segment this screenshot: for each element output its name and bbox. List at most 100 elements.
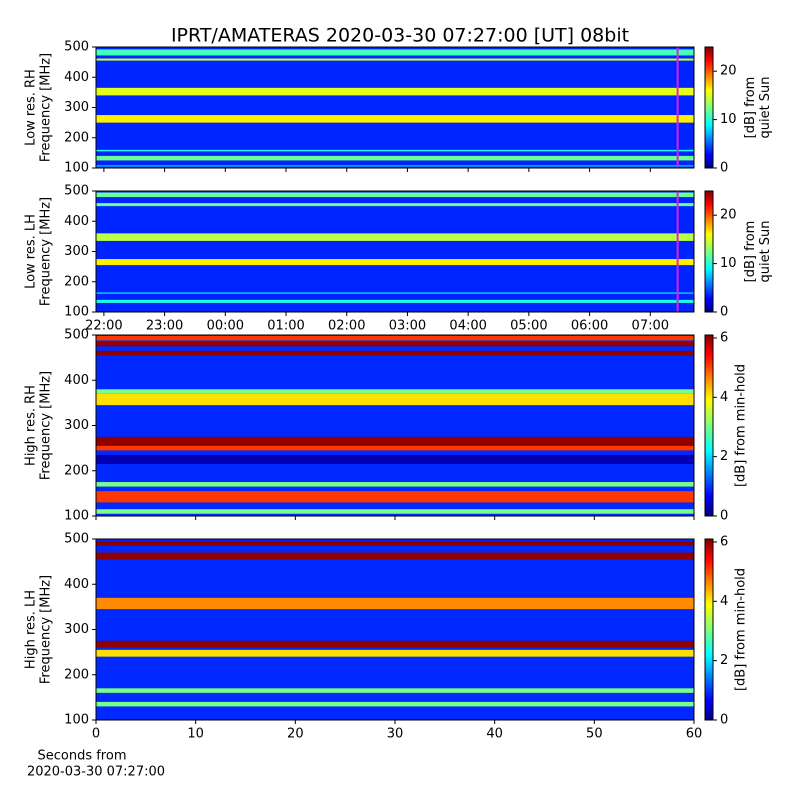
- x-tick-label: 07:00: [632, 319, 669, 334]
- heatmap-band: [96, 640, 694, 648]
- y-axis-label: Frequency [MHz]: [39, 53, 54, 162]
- x-axis-label: Seconds from: [37, 749, 126, 764]
- heatmap-background: [96, 191, 694, 312]
- heatmap-band: [96, 259, 694, 266]
- colorbar-tick-label: 0: [720, 713, 728, 728]
- y-tick-label: 200: [64, 667, 89, 682]
- colorbar-tick-label: 6: [720, 534, 728, 549]
- y-tick-label: 200: [64, 463, 89, 478]
- x-tick-label: 22:00: [85, 319, 122, 334]
- heatmap-band: [96, 389, 694, 394]
- y-axis-label: High res. RH: [24, 385, 39, 466]
- colorbar: [704, 46, 714, 169]
- x-tick-label: 20: [287, 727, 304, 742]
- colorbar-tick-label: 2: [720, 449, 728, 464]
- x-tick-label: 04:00: [449, 319, 486, 334]
- y-axis-label: Low res. RH: [24, 69, 39, 146]
- colorbar-tick-label: 4: [720, 594, 728, 609]
- heatmap-band: [96, 454, 694, 464]
- colorbar-tick-label: 10: [720, 256, 737, 271]
- heatmap-band: [96, 393, 694, 406]
- x-tick-label: 05:00: [510, 319, 547, 334]
- y-tick-label: 300: [64, 244, 89, 259]
- colorbar: [704, 190, 714, 313]
- heatmap-band: [96, 482, 694, 487]
- colorbar-tick-label: 6: [720, 330, 728, 345]
- colorbar-tick-label: 0: [720, 161, 728, 176]
- y-tick-label: 100: [64, 509, 89, 524]
- colorbar-label: [dB] from min-hold: [734, 568, 749, 691]
- y-tick-label: 500: [64, 40, 89, 55]
- heatmap-band: [96, 552, 694, 560]
- colorbar: [704, 334, 714, 517]
- y-tick-label: 400: [64, 214, 89, 229]
- y-tick-label: 300: [64, 100, 89, 115]
- heatmap-band: [96, 509, 694, 514]
- heatmap-band: [96, 192, 694, 198]
- colorbar: [704, 538, 714, 721]
- heatmap-band: [96, 155, 694, 161]
- heatmap-band: [96, 491, 694, 503]
- colorbar-label: [dB] from min-hold: [734, 364, 749, 487]
- heatmap-background: [96, 335, 694, 516]
- heatmap-band: [96, 87, 694, 96]
- x-tick-label: 40: [486, 727, 503, 742]
- heatmap-band: [96, 436, 694, 446]
- heatmap-band: [96, 115, 694, 123]
- x-tick-label: 02:00: [328, 319, 365, 334]
- y-axis-label: High res. LH: [24, 590, 39, 669]
- y-tick-label: 500: [64, 328, 89, 343]
- y-tick-label: 200: [64, 130, 89, 145]
- x-tick-label: 30: [387, 727, 404, 742]
- heatmap-band: [96, 292, 694, 294]
- x-tick-label: 00:00: [207, 319, 244, 334]
- y-tick-label: 100: [64, 713, 89, 728]
- y-tick-label: 200: [64, 274, 89, 289]
- y-tick-label: 100: [64, 161, 89, 176]
- colorbar-tick-label: 20: [720, 208, 737, 223]
- y-tick-label: 400: [64, 373, 89, 388]
- x-tick-label: 50: [586, 727, 603, 742]
- colorbar-label: [dB] from: [743, 77, 758, 139]
- colorbar-label: quiet Sun: [758, 220, 773, 282]
- heatmap-band: [96, 335, 694, 341]
- colorbar-tick-label: 4: [720, 390, 728, 405]
- heatmap-band: [96, 350, 694, 356]
- heatmap-band: [96, 49, 694, 56]
- y-axis-label: Frequency [MHz]: [39, 371, 54, 480]
- heatmap-band: [96, 203, 694, 207]
- y-tick-label: 300: [64, 418, 89, 433]
- y-axis-label: Low res. LH: [24, 214, 39, 289]
- y-tick-label: 400: [64, 577, 89, 592]
- heatmap-band: [96, 688, 694, 693]
- y-tick-label: 300: [64, 622, 89, 637]
- heatmap-band: [96, 445, 694, 451]
- heatmap-band: [96, 149, 694, 152]
- y-axis-label: Frequency [MHz]: [39, 197, 54, 306]
- heatmap-band: [96, 299, 694, 303]
- colorbar-tick-label: 10: [720, 112, 737, 127]
- x-tick-label: 60: [686, 727, 703, 742]
- x-tick-label: 23:00: [146, 319, 183, 334]
- x-tick-label: 01:00: [267, 319, 304, 334]
- y-axis-label: Frequency [MHz]: [39, 575, 54, 684]
- heatmap-band: [96, 597, 694, 610]
- colorbar-tick-label: 2: [720, 653, 728, 668]
- heatmap-band: [96, 701, 694, 707]
- y-tick-label: 500: [64, 184, 89, 199]
- colorbar-tick-label: 20: [720, 64, 737, 79]
- heatmap-band: [96, 649, 694, 657]
- colorbar-label: [dB] from: [743, 221, 758, 283]
- heatmap-band: [96, 58, 694, 61]
- x-tick-label: 06:00: [571, 319, 608, 334]
- y-tick-label: 500: [64, 532, 89, 547]
- heatmap-band: [96, 341, 694, 347]
- colorbar-label: quiet Sun: [758, 76, 773, 138]
- heatmap-band: [96, 164, 694, 167]
- chart-title: IPRT/AMATERAS 2020-03-30 07:27:00 [UT] 0…: [171, 25, 629, 47]
- x-tick-label: 03:00: [389, 319, 426, 334]
- colorbar-tick-label: 0: [720, 509, 728, 524]
- heatmap-background: [96, 47, 694, 168]
- heatmap-band: [96, 233, 694, 241]
